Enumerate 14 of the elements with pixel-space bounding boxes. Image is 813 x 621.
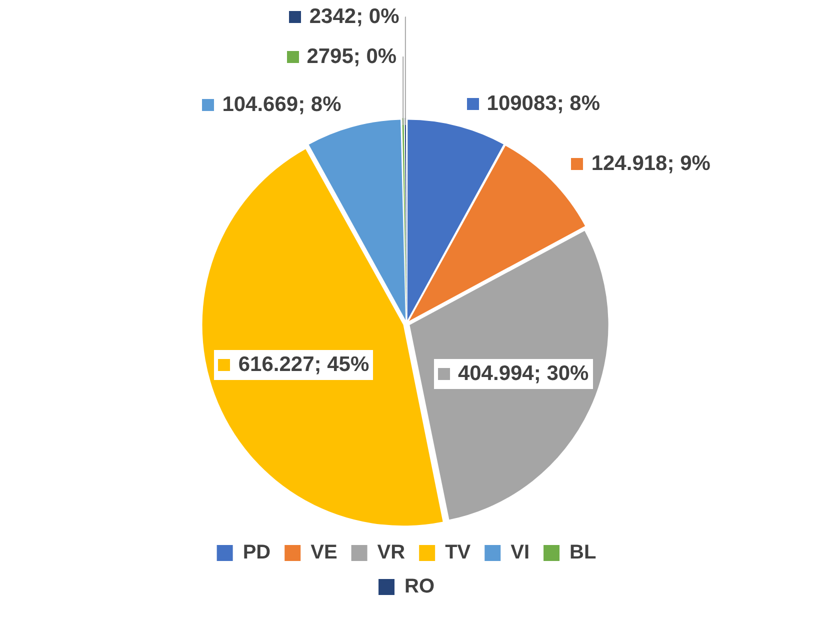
legend-label: VI bbox=[510, 542, 530, 564]
data-label: 124.918; 9% bbox=[591, 152, 710, 176]
legend-label: VE bbox=[310, 542, 338, 564]
data-label: 2342; 0% bbox=[309, 5, 400, 30]
data-label: 404.994; 30% bbox=[458, 362, 589, 386]
legend-label: VR bbox=[377, 542, 406, 564]
legend-label: TV bbox=[445, 542, 472, 564]
legend-label: PD bbox=[242, 542, 271, 564]
data-label: 2795; 0% bbox=[306, 45, 397, 70]
data-label: 616.227; 45% bbox=[238, 352, 370, 377]
data-label: 104.669; 8% bbox=[222, 92, 342, 117]
legend-label: BL bbox=[570, 542, 596, 564]
data-label: 109083; 8% bbox=[486, 92, 600, 116]
legend-label: RO bbox=[404, 576, 434, 598]
